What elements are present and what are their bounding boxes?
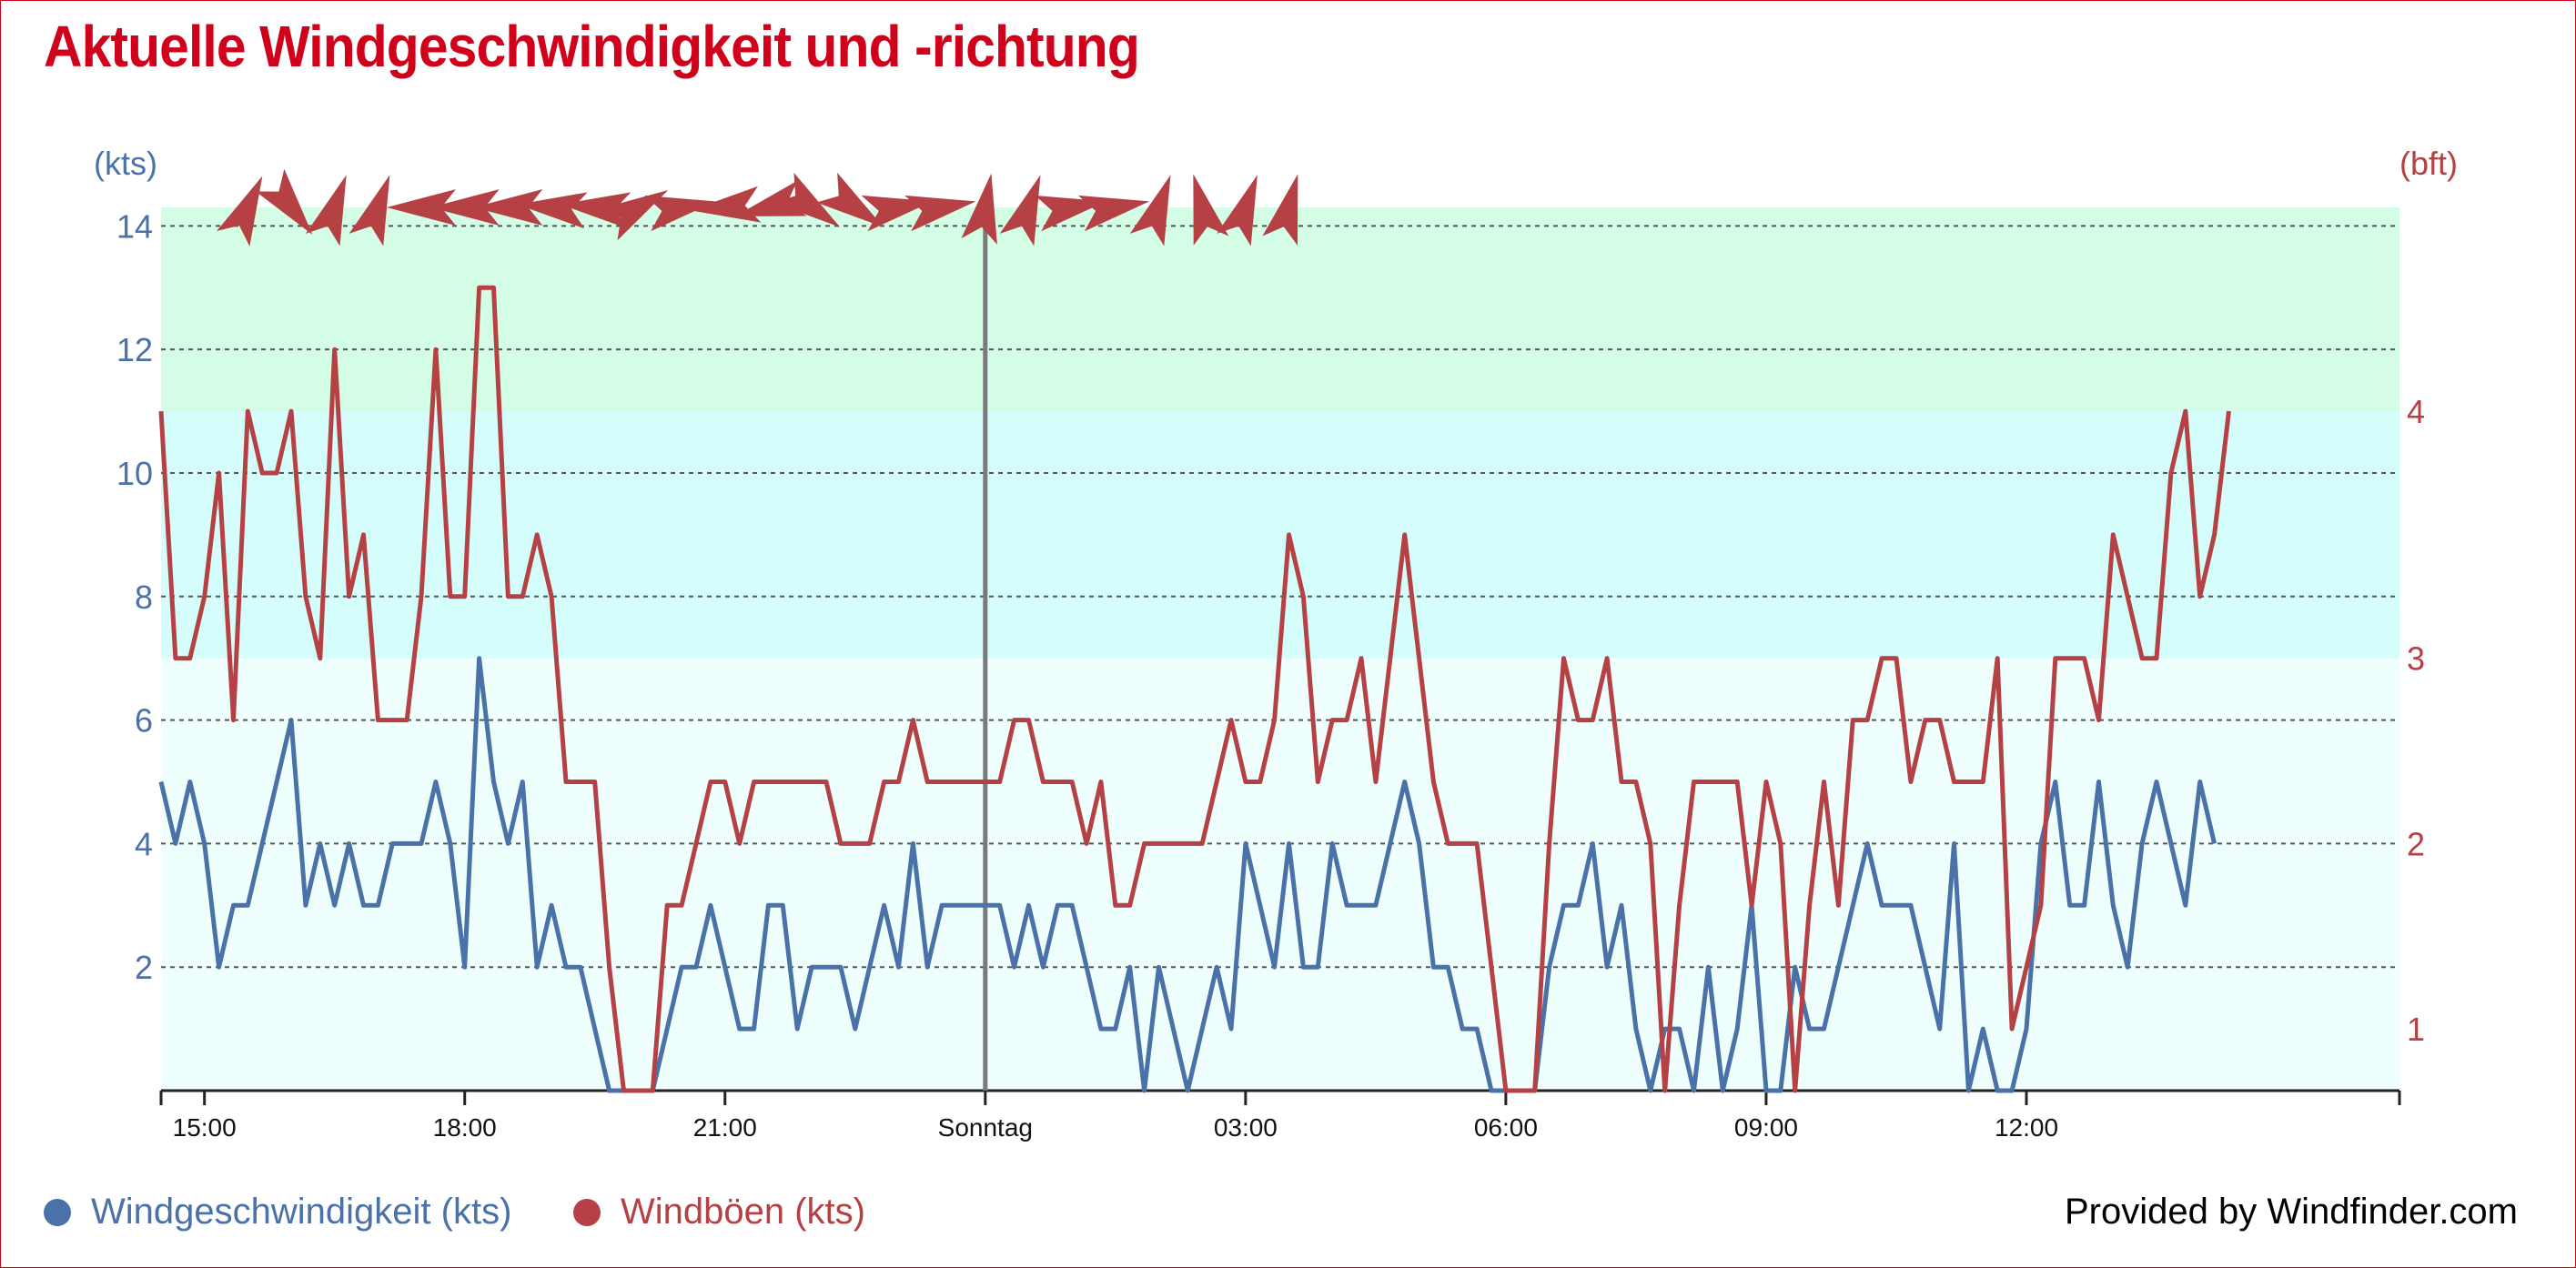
arrow-head bbox=[349, 175, 390, 247]
wind-direction-arrow bbox=[349, 175, 390, 247]
wind-direction-arrow bbox=[473, 189, 543, 226]
wind-direction-arrow bbox=[1129, 175, 1171, 247]
legend-item-gust[interactable]: Windböen (kts) bbox=[573, 1192, 865, 1233]
arrow-head bbox=[961, 173, 997, 245]
beaufort-band bbox=[161, 207, 2399, 412]
arrow-head bbox=[305, 175, 347, 247]
speed-legend-label: Windgeschwindigkeit (kts) bbox=[91, 1192, 512, 1232]
left-tick-label: 4 bbox=[135, 825, 153, 862]
arrow-head bbox=[644, 195, 716, 232]
gust-legend-label: Windböen (kts) bbox=[621, 1192, 865, 1232]
series-line bbox=[158, 656, 2217, 1093]
arrow-head bbox=[1262, 174, 1298, 246]
arrow-head bbox=[1217, 175, 1258, 247]
x-tick-label: 09:00 bbox=[1734, 1113, 1798, 1142]
arrow-head bbox=[999, 175, 1041, 247]
arrow-head bbox=[473, 189, 543, 226]
arrow-head bbox=[217, 176, 263, 247]
wind-direction-arrow bbox=[861, 195, 933, 232]
speed-legend-marker bbox=[44, 1198, 71, 1226]
arrow-head bbox=[599, 190, 669, 241]
x-tick-label: 18:00 bbox=[433, 1113, 497, 1142]
x-tick-label: 12:00 bbox=[1995, 1113, 2058, 1142]
left-tick-label: 8 bbox=[135, 579, 153, 616]
wind-direction-arrow bbox=[1193, 174, 1229, 246]
series-line bbox=[158, 285, 2231, 1093]
left-tick-label: 14 bbox=[116, 207, 153, 245]
wind-direction-arrow bbox=[773, 172, 841, 227]
legend-item-speed[interactable]: Windgeschwindigkeit (kts) bbox=[44, 1192, 511, 1233]
x-tick-label: Sonntag bbox=[938, 1113, 1033, 1142]
page-title: Aktuelle Windgeschwindigkeit und -richtu… bbox=[44, 14, 1140, 79]
wind-direction-arrow bbox=[560, 192, 631, 229]
right-axis-label: (bft) bbox=[2399, 145, 2458, 182]
left-axis-label: (kts) bbox=[94, 145, 157, 182]
x-tick-label: 15:00 bbox=[173, 1113, 237, 1142]
x-tick-label: 21:00 bbox=[693, 1113, 757, 1142]
wind-direction-arrow bbox=[599, 190, 669, 241]
x-tick-label: 06:00 bbox=[1474, 1113, 1538, 1142]
arrow-head bbox=[1035, 195, 1106, 232]
arrow-head bbox=[255, 168, 313, 235]
wind-direction-arrow bbox=[644, 195, 716, 232]
arrow-head bbox=[861, 195, 933, 232]
wind-direction-arrow bbox=[305, 175, 347, 247]
beaufort-band bbox=[161, 658, 2399, 1091]
wind-direction-arrow bbox=[1262, 174, 1298, 246]
arrow-head bbox=[517, 192, 588, 229]
wind-direction-arrow bbox=[429, 189, 500, 226]
arrow-head bbox=[1129, 175, 1171, 247]
arrow-head bbox=[387, 189, 456, 226]
wind-direction-arrow bbox=[961, 173, 997, 245]
wind-direction-arrow bbox=[1217, 175, 1258, 247]
wind-direction-arrow bbox=[1077, 195, 1150, 232]
arrow-head bbox=[773, 172, 841, 227]
left-tick-label: 12 bbox=[116, 331, 153, 368]
right-tick-label: 3 bbox=[2407, 640, 2425, 678]
right-tick-label: 2 bbox=[2407, 825, 2425, 862]
provider-credit: Provided by Windfinder.com bbox=[2064, 1192, 2518, 1232]
left-tick-label: 10 bbox=[116, 455, 153, 492]
arrow-head bbox=[1193, 174, 1229, 246]
wind-direction-arrow bbox=[1035, 195, 1106, 232]
x-tick-label: 03:00 bbox=[1214, 1113, 1278, 1142]
arrow-head bbox=[429, 189, 500, 226]
wind-direction-arrow bbox=[999, 175, 1041, 247]
arrow-head bbox=[1077, 195, 1150, 232]
left-tick-label: 2 bbox=[135, 949, 153, 986]
wind-direction-arrow bbox=[217, 176, 263, 247]
right-tick-label: 1 bbox=[2407, 1011, 2425, 1048]
arrow-head bbox=[560, 192, 631, 229]
right-tick-label: 4 bbox=[2407, 393, 2425, 430]
wind-direction-arrow bbox=[904, 195, 976, 232]
wind-direction-arrow bbox=[517, 192, 588, 229]
wind-direction-arrow bbox=[387, 189, 456, 226]
arrow-head bbox=[816, 172, 884, 227]
wind-direction-arrow bbox=[255, 168, 313, 235]
left-tick-label: 6 bbox=[135, 702, 153, 740]
gust-legend-marker bbox=[573, 1198, 601, 1226]
arrow-head bbox=[904, 195, 976, 232]
wind-direction-arrow bbox=[816, 172, 884, 227]
